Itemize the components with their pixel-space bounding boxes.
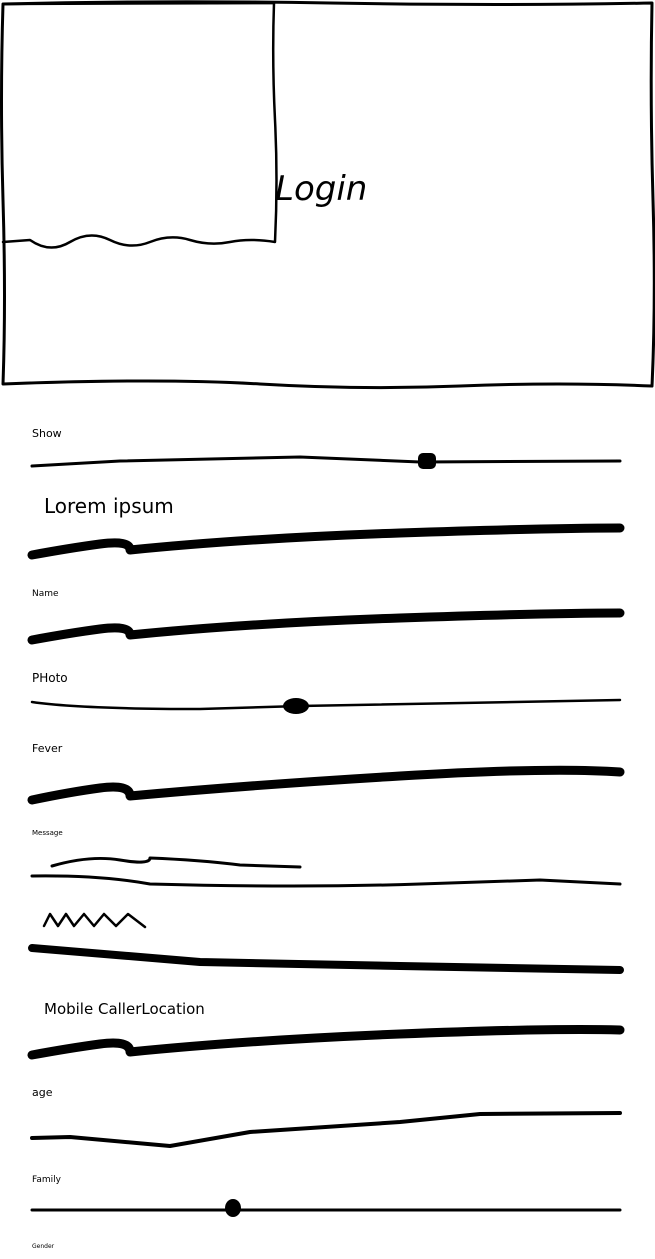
input-line[interactable]	[27, 608, 625, 645]
slider-track[interactable]	[30, 698, 622, 711]
field-label: Message	[32, 829, 63, 837]
input-line[interactable]	[28, 944, 624, 974]
field-label: Show	[32, 427, 62, 440]
field-label: Family	[32, 1175, 62, 1185]
slider-thumb[interactable]	[418, 453, 436, 469]
input-line[interactable]	[27, 523, 625, 560]
field-label: Fever	[32, 742, 63, 755]
panel-frame	[0, 0, 655, 390]
input-line[interactable]	[27, 1025, 625, 1060]
field-label: Gender	[32, 1243, 55, 1250]
input-line[interactable]	[27, 765, 625, 805]
field-label: Mobile CallerLocation	[44, 1000, 205, 1018]
slider-track[interactable]	[30, 455, 622, 468]
field-label: Name	[32, 589, 59, 599]
text-area[interactable]	[50, 856, 302, 869]
text-area[interactable]	[30, 874, 622, 888]
field-label: PHoto	[32, 671, 68, 685]
slider-thumb[interactable]	[225, 1199, 241, 1217]
input-line[interactable]	[30, 1111, 622, 1148]
field-label: age	[32, 1086, 53, 1099]
scribble	[42, 912, 147, 929]
slider-thumb[interactable]	[283, 698, 309, 714]
login-title: Login	[275, 169, 367, 209]
field-label: Lorem ipsum	[44, 494, 174, 518]
image-placeholder	[1, 1, 278, 249]
